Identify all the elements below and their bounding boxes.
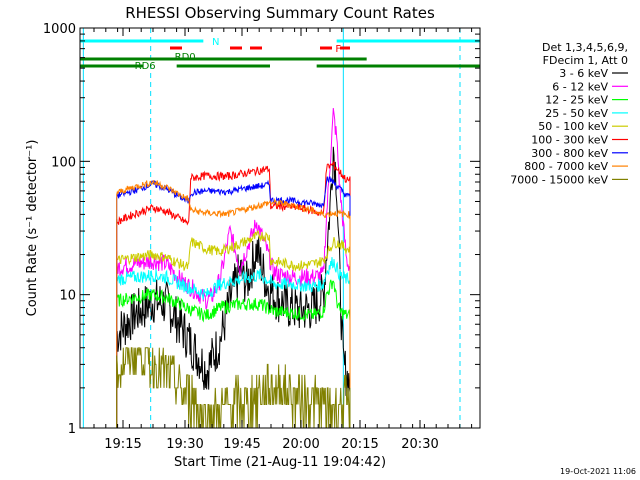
night-label: N [212, 37, 219, 48]
x-tick-label: 20:00 [282, 437, 319, 452]
legend-label: 800 - 7000 keV [524, 160, 608, 173]
y-axis-label: Count Rate (s⁻¹ detector⁻¹) [25, 140, 40, 317]
x-tick-label: 19:30 [166, 437, 203, 452]
series-line-5 [116, 230, 351, 428]
legend-label: 25 - 50 keV [545, 107, 608, 120]
flare-label: F [335, 44, 341, 55]
legend-label: 50 - 100 keV [538, 120, 608, 133]
legend-header-line-2: FDecim 1, Att 0 [543, 54, 628, 67]
x-tick-label: 20:15 [341, 437, 378, 452]
series-line-8 [116, 180, 351, 428]
legend-label: 300 - 800 keV [531, 147, 608, 160]
plot-frame [79, 27, 481, 429]
x-axis-label: Start Time (21-Aug-11 19:04:42) [174, 455, 386, 470]
x-tick-label: 19:15 [104, 437, 141, 452]
legend-label: 6 - 12 keV [552, 80, 608, 93]
legend-label: 3 - 6 keV [559, 67, 608, 80]
y-tick-label: 1000 [43, 22, 76, 37]
legend-label: 7000 - 15000 keV [510, 173, 608, 186]
y-tick-label: 10 [59, 289, 76, 304]
x-tick-label: 19:45 [223, 437, 260, 452]
legend-label: 100 - 300 keV [531, 134, 608, 147]
legend: Det 1,3,4,5,6,9, FDecim 1, Att 0 3 - 6 k… [510, 41, 628, 186]
y-tick-label: 100 [51, 155, 76, 170]
series-line-4 [116, 257, 351, 428]
chart-title: RHESSI Observing Summary Count Rates [125, 4, 435, 22]
rd6-label: RD6 [135, 61, 156, 72]
render-timestamp: 19-Oct-2021 11:06 [560, 467, 636, 476]
legend-label: 12 - 25 keV [545, 94, 608, 107]
series-line-7 [116, 176, 351, 428]
x-tick-label: 20:30 [401, 437, 438, 452]
rd0-label: RD0 [175, 52, 196, 63]
y-tick-label: 1 [68, 422, 76, 437]
legend-header-line-1: Det 1,3,4,5,6,9, [542, 41, 628, 54]
series-line-2 [116, 107, 351, 428]
series-line-3 [116, 279, 351, 428]
